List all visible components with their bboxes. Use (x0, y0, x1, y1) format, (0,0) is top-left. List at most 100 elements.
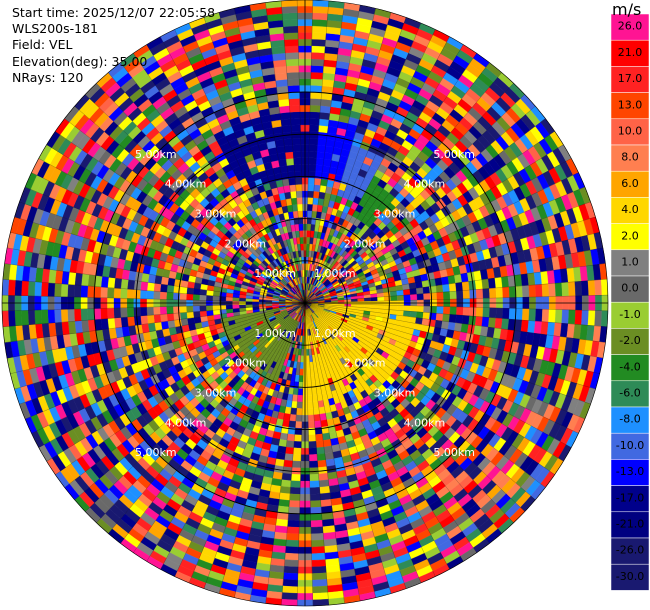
velocity-gate (100, 286, 108, 298)
velocity-gate (390, 305, 398, 311)
velocity-gate (435, 284, 444, 293)
velocity-gate (307, 394, 313, 403)
velocity-gate (461, 281, 470, 291)
velocity-gate (520, 273, 529, 287)
velocity-gate (307, 388, 313, 396)
velocity-gate (186, 305, 194, 313)
velocity-gate (310, 500, 322, 508)
velocity-gate (436, 306, 444, 315)
velocity-gate (474, 279, 483, 290)
velocity-gate (311, 58, 325, 67)
velocity-gate (308, 460, 319, 469)
velocity-gate (153, 283, 162, 292)
velocity-gate (323, 152, 333, 161)
velocity-gate (289, 414, 297, 422)
velocity-gate (309, 118, 320, 126)
velocity-gate (309, 480, 320, 488)
velocity-gate (281, 472, 292, 481)
velocity-gate (541, 309, 550, 323)
velocity-gate (106, 287, 115, 299)
velocity-gate (106, 307, 115, 319)
velocity-gate (423, 305, 431, 313)
velocity-gate (494, 317, 503, 329)
velocity-gate (7, 310, 16, 327)
velocity-gate (34, 281, 42, 297)
velocity-gate (87, 308, 95, 321)
velocity-gate (456, 306, 464, 316)
velocity-gate (73, 308, 82, 322)
velocity-gate (289, 493, 301, 502)
velocity-gate (574, 309, 583, 325)
velocity-gate (312, 598, 329, 607)
velocity-gate (489, 287, 497, 299)
velocity-gate (561, 309, 570, 324)
velocity-gate (416, 311, 424, 319)
velocity-gate (1, 279, 10, 296)
velocity-gate (288, 420, 296, 429)
velocity-gate (310, 85, 323, 93)
velocity-gate (295, 421, 303, 429)
velocity-gate (1, 310, 10, 327)
velocity-gate (319, 112, 331, 120)
velocity-gate (298, 375, 304, 383)
velocity-gate (442, 313, 450, 323)
velocity-gate (311, 539, 325, 548)
velocity-gate (319, 492, 331, 501)
velocity-gate (67, 308, 75, 322)
velocity-gate (315, 164, 324, 173)
velocity-gate (308, 454, 318, 462)
velocity-gate (287, 513, 300, 521)
velocity-gate (153, 290, 161, 300)
velocity-gate (495, 307, 504, 319)
velocity-gate (275, 518, 289, 527)
velocity-gate (284, 453, 294, 462)
velocity-gate (481, 278, 490, 290)
velocity-gate (310, 65, 324, 73)
velocity-gate (309, 473, 320, 482)
velocity-gate (422, 312, 431, 320)
velocity-gate (140, 315, 149, 325)
velocity-gate (311, 546, 325, 554)
velocity-gate (293, 441, 302, 449)
velocity-gate (310, 71, 324, 80)
velocity-gate (455, 314, 464, 324)
velocity-gate (60, 283, 69, 297)
velocity-gate (283, 572, 299, 581)
velocity-gate (449, 290, 457, 300)
velocity-gate (310, 78, 323, 87)
velocity-gate (448, 283, 457, 292)
velocity-gate (502, 308, 510, 320)
velocity-gate (574, 281, 583, 297)
velocity-gate (320, 499, 332, 508)
velocity-gate (587, 310, 596, 326)
velocity-gate (321, 79, 335, 88)
velocity-gate (179, 305, 187, 313)
velocity-gate (318, 125, 329, 134)
velocity-gate (319, 486, 331, 494)
velocity-gate (282, 579, 298, 587)
velocity-gate (501, 276, 510, 288)
velocity-gate (568, 281, 576, 297)
velocity-gate (192, 311, 201, 318)
velocity-gate (535, 308, 543, 322)
velocity-gate (495, 287, 504, 299)
velocity-gate (310, 526, 324, 535)
velocity-gate (541, 283, 550, 297)
velocity-gate (205, 305, 214, 311)
velocity-gate (160, 276, 169, 286)
velocity-gate (166, 291, 174, 300)
velocity-gate (154, 321, 163, 331)
velocity-gate (515, 308, 523, 321)
velocity-gate (312, 579, 328, 587)
velocity-gate (403, 294, 411, 301)
velocity-gate (285, 446, 294, 455)
velocity-gate (308, 157, 317, 165)
velocity-gate (494, 277, 503, 289)
velocity-gate (283, 566, 299, 574)
velocity-gate (285, 539, 299, 548)
velocity-gate (377, 296, 385, 302)
velocity-gate (501, 318, 510, 330)
velocity-gate (308, 447, 318, 455)
velocity-gate (199, 294, 207, 301)
velocity-gate (127, 316, 136, 327)
